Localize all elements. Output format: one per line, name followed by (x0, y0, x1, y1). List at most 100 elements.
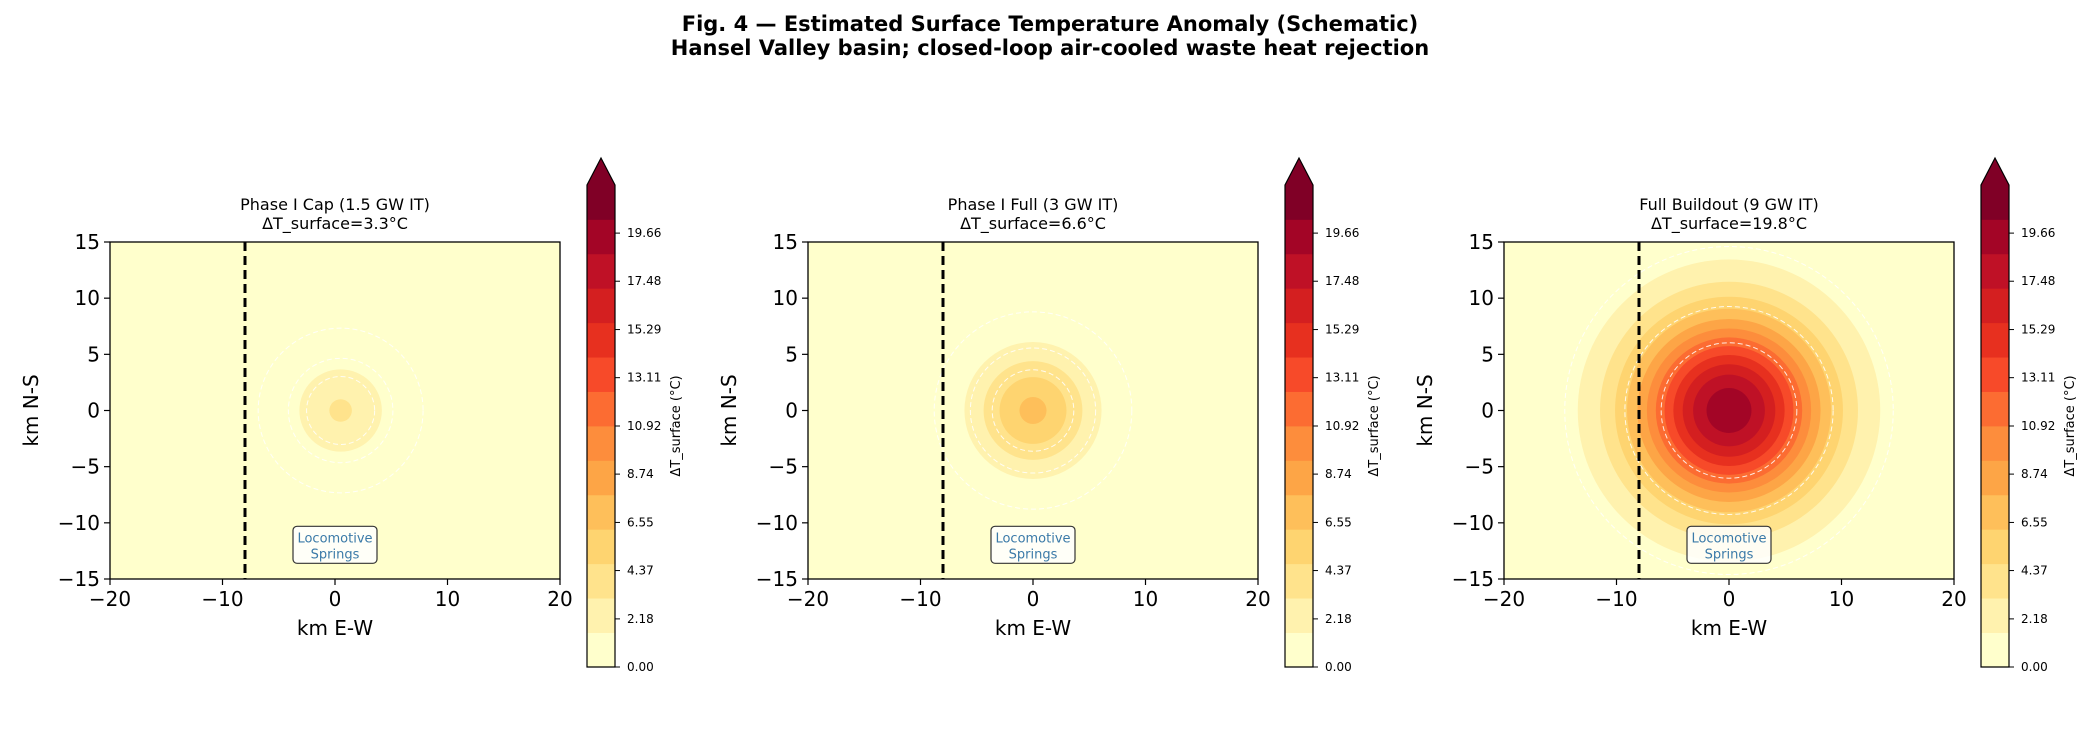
figure-title-line1: Fig. 4 — Estimated Surface Temperature A… (681, 12, 1419, 36)
y-axis-label: km N-S (1413, 374, 1437, 446)
colorbar-tick-label: 15.29 (1325, 323, 1359, 337)
colorbar-tick-label: 2.18 (1325, 612, 1352, 626)
colorbar-tick-label: 10.92 (627, 419, 661, 433)
annotation-text-line1: Locomotive (995, 531, 1070, 546)
colorbar-segment (1285, 357, 1313, 392)
annotation-box (292, 525, 378, 564)
colorbar-label: ΔT_surface (°C) (2063, 375, 2078, 476)
panel-title-line2: ΔT_surface=6.6°C (960, 214, 1106, 234)
y-tick-label: −5 (71, 455, 100, 479)
colorbar-segment (587, 494, 615, 530)
x-tick-label: 20 (547, 587, 572, 611)
x-tick-label: −10 (899, 587, 941, 611)
colorbar-segment (1285, 426, 1313, 461)
y-tick-label: 10 (1469, 286, 1494, 310)
panel-title-line1: Full Buildout (9 GW IT) (1639, 195, 1818, 214)
contour-ring-2 (969, 347, 1097, 474)
colorbar-segment (1285, 219, 1313, 255)
colorbar-segment (1285, 598, 1313, 633)
colorbar-tick-label: 6.55 (627, 515, 654, 529)
y-tick-label: 0 (87, 399, 100, 423)
colorbar-segment (1981, 253, 2009, 289)
colorbar-segment (587, 185, 615, 220)
colorbar-tick-label: 4.37 (1325, 564, 1352, 578)
y-tick-label: 0 (785, 399, 798, 423)
y-tick-label: 10 (75, 286, 100, 310)
x-tick-label: −10 (1595, 587, 1637, 611)
colorbar-tick-label: 0.00 (2021, 660, 2048, 674)
y-tick-label: −10 (1452, 511, 1494, 535)
colorbar-tick-label: 2.18 (627, 612, 654, 626)
colorbar-tick-label: 17.48 (1325, 274, 1359, 288)
x-axis-label: km E-W (1691, 616, 1767, 640)
colorbar-segment (587, 253, 615, 289)
colorbar-segment (587, 598, 615, 633)
x-tick-label: 20 (1941, 587, 1966, 611)
contour-ring-1 (933, 311, 1133, 510)
x-tick-label: 0 (329, 587, 342, 611)
panel-title-line2: ΔT_surface=3.3°C (262, 214, 408, 234)
colorbar-tick-label: 4.37 (627, 564, 654, 578)
colorbar-tick-label: 8.74 (2021, 467, 2048, 481)
colorbar-segment (1981, 494, 2009, 530)
panel-title-line1: Phase I Cap (1.5 GW IT) (240, 195, 430, 214)
x-tick-label: 10 (1133, 587, 1158, 611)
x-tick-label: 0 (1027, 587, 1040, 611)
colorbar-segment (587, 391, 615, 427)
colorbar-segment (587, 460, 615, 496)
colorbar-tick-label: 6.55 (1325, 515, 1352, 529)
colorbar-tick-label: 10.92 (2021, 419, 2055, 433)
colorbar-tick-label: 15.29 (2021, 323, 2055, 337)
colorbar-tick-label: 0.00 (627, 660, 654, 674)
panel-title-line1: Phase I Full (3 GW IT) (948, 195, 1119, 214)
panel-title-line2: ΔT_surface=19.8°C (1651, 214, 1807, 234)
colorbar-segment (1981, 185, 2009, 220)
colorbar-outline (1980, 156, 2010, 668)
colorbar-segment (1981, 219, 2009, 255)
colorbar-extend-arrow (1285, 158, 1313, 185)
colorbar-outline (1284, 156, 1314, 668)
figure-title-line2: Hansel Valley basin; closed-loop air-coo… (670, 36, 1430, 60)
colorbar-segment (1285, 322, 1313, 358)
colorbar-tick-label: 15.29 (627, 323, 661, 337)
annotation-text-line2: Springs (1705, 547, 1754, 562)
y-tick-label: 5 (785, 342, 798, 366)
colorbar-extend-arrow (1981, 158, 2009, 185)
colorbar-segment (1981, 357, 2009, 392)
x-axis-label: km E-W (995, 616, 1071, 640)
annotation-text-line2: Springs (1009, 547, 1058, 562)
colorbar-tick-label: 19.66 (2021, 226, 2055, 240)
annotation-box (990, 525, 1076, 564)
y-tick-label: −10 (756, 511, 798, 535)
annotation-text-line1: Locomotive (297, 531, 372, 546)
colorbar-segment (1981, 632, 2009, 668)
colorbar-segment (1981, 391, 2009, 427)
colorbar-tick-label: 2.18 (2021, 612, 2048, 626)
colorbar-segment (1981, 288, 2009, 324)
colorbar-tick-label: 19.66 (627, 226, 661, 240)
y-tick-label: −15 (58, 567, 100, 591)
colorbar-segment (1285, 391, 1313, 427)
figure-title: Fig. 4 — Estimated Surface Temperature A… (0, 12, 2100, 60)
y-tick-label: 15 (1469, 230, 1494, 254)
y-axis-label: km N-S (717, 374, 741, 446)
colorbar-tick-label: 13.11 (1325, 371, 1359, 385)
x-tick-label: −20 (787, 587, 829, 611)
annotation-box (1686, 525, 1772, 564)
contour-ring-1 (1564, 246, 1894, 575)
y-tick-label: 5 (87, 342, 100, 366)
contour-ring-3 (991, 369, 1075, 452)
colorbar-segment (1981, 322, 2009, 358)
colorbar-segment (1285, 529, 1313, 565)
colorbar-segment (1285, 460, 1313, 496)
y-tick-label: −5 (1465, 455, 1494, 479)
contour-ring-3 (1660, 342, 1798, 479)
y-tick-label: −10 (58, 511, 100, 535)
x-tick-label: 10 (1829, 587, 1854, 611)
colorbar-tick-label: 17.48 (627, 274, 661, 288)
heatmap-plume (257, 327, 424, 494)
colorbar-tick-label: 19.66 (1325, 226, 1359, 240)
colorbar-segment (1285, 288, 1313, 324)
